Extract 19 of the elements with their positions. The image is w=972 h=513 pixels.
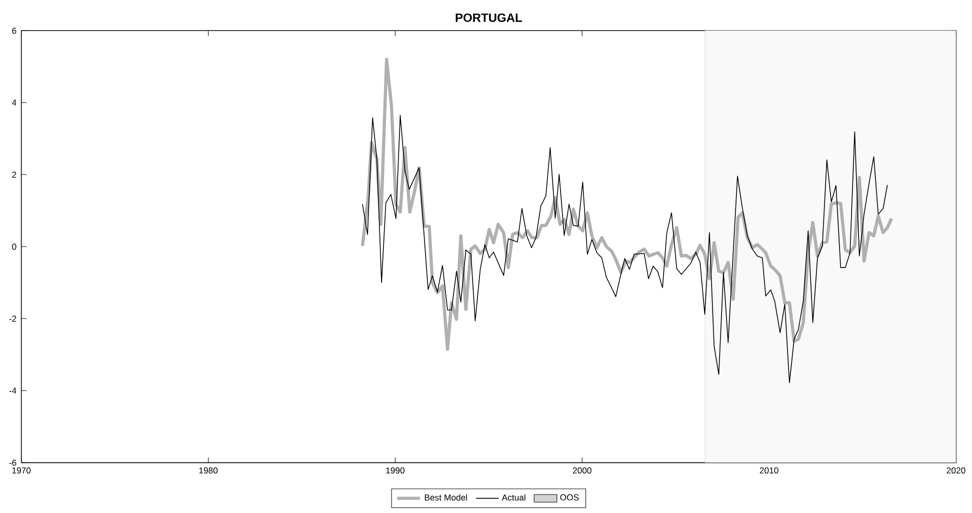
y-tick-label: 4 <box>12 100 16 106</box>
line-series <box>362 114 888 383</box>
y-tick-label: 6 <box>12 27 16 34</box>
x-tick-label: 2020 <box>946 467 966 474</box>
x-tick-label: 1990 <box>386 467 404 474</box>
y-tick-label: -6 <box>9 459 16 466</box>
x-tick-label: 1980 <box>199 467 218 474</box>
legend-label: Actual <box>502 494 526 500</box>
y-tick-label: 2 <box>12 171 16 178</box>
line-series <box>360 58 894 351</box>
chart-title: PORTUGAL <box>456 13 522 22</box>
x-tick-label: 2010 <box>760 467 778 474</box>
y-tick-label: -2 <box>9 315 16 322</box>
y-tick-label: -4 <box>9 388 16 394</box>
legend-label: Best Model <box>424 494 467 500</box>
x-tick-label: 1970 <box>12 467 31 474</box>
legend-label: OOS <box>560 494 579 500</box>
y-tick-label: 0 <box>12 243 16 250</box>
x-tick-label: 2000 <box>572 467 592 474</box>
